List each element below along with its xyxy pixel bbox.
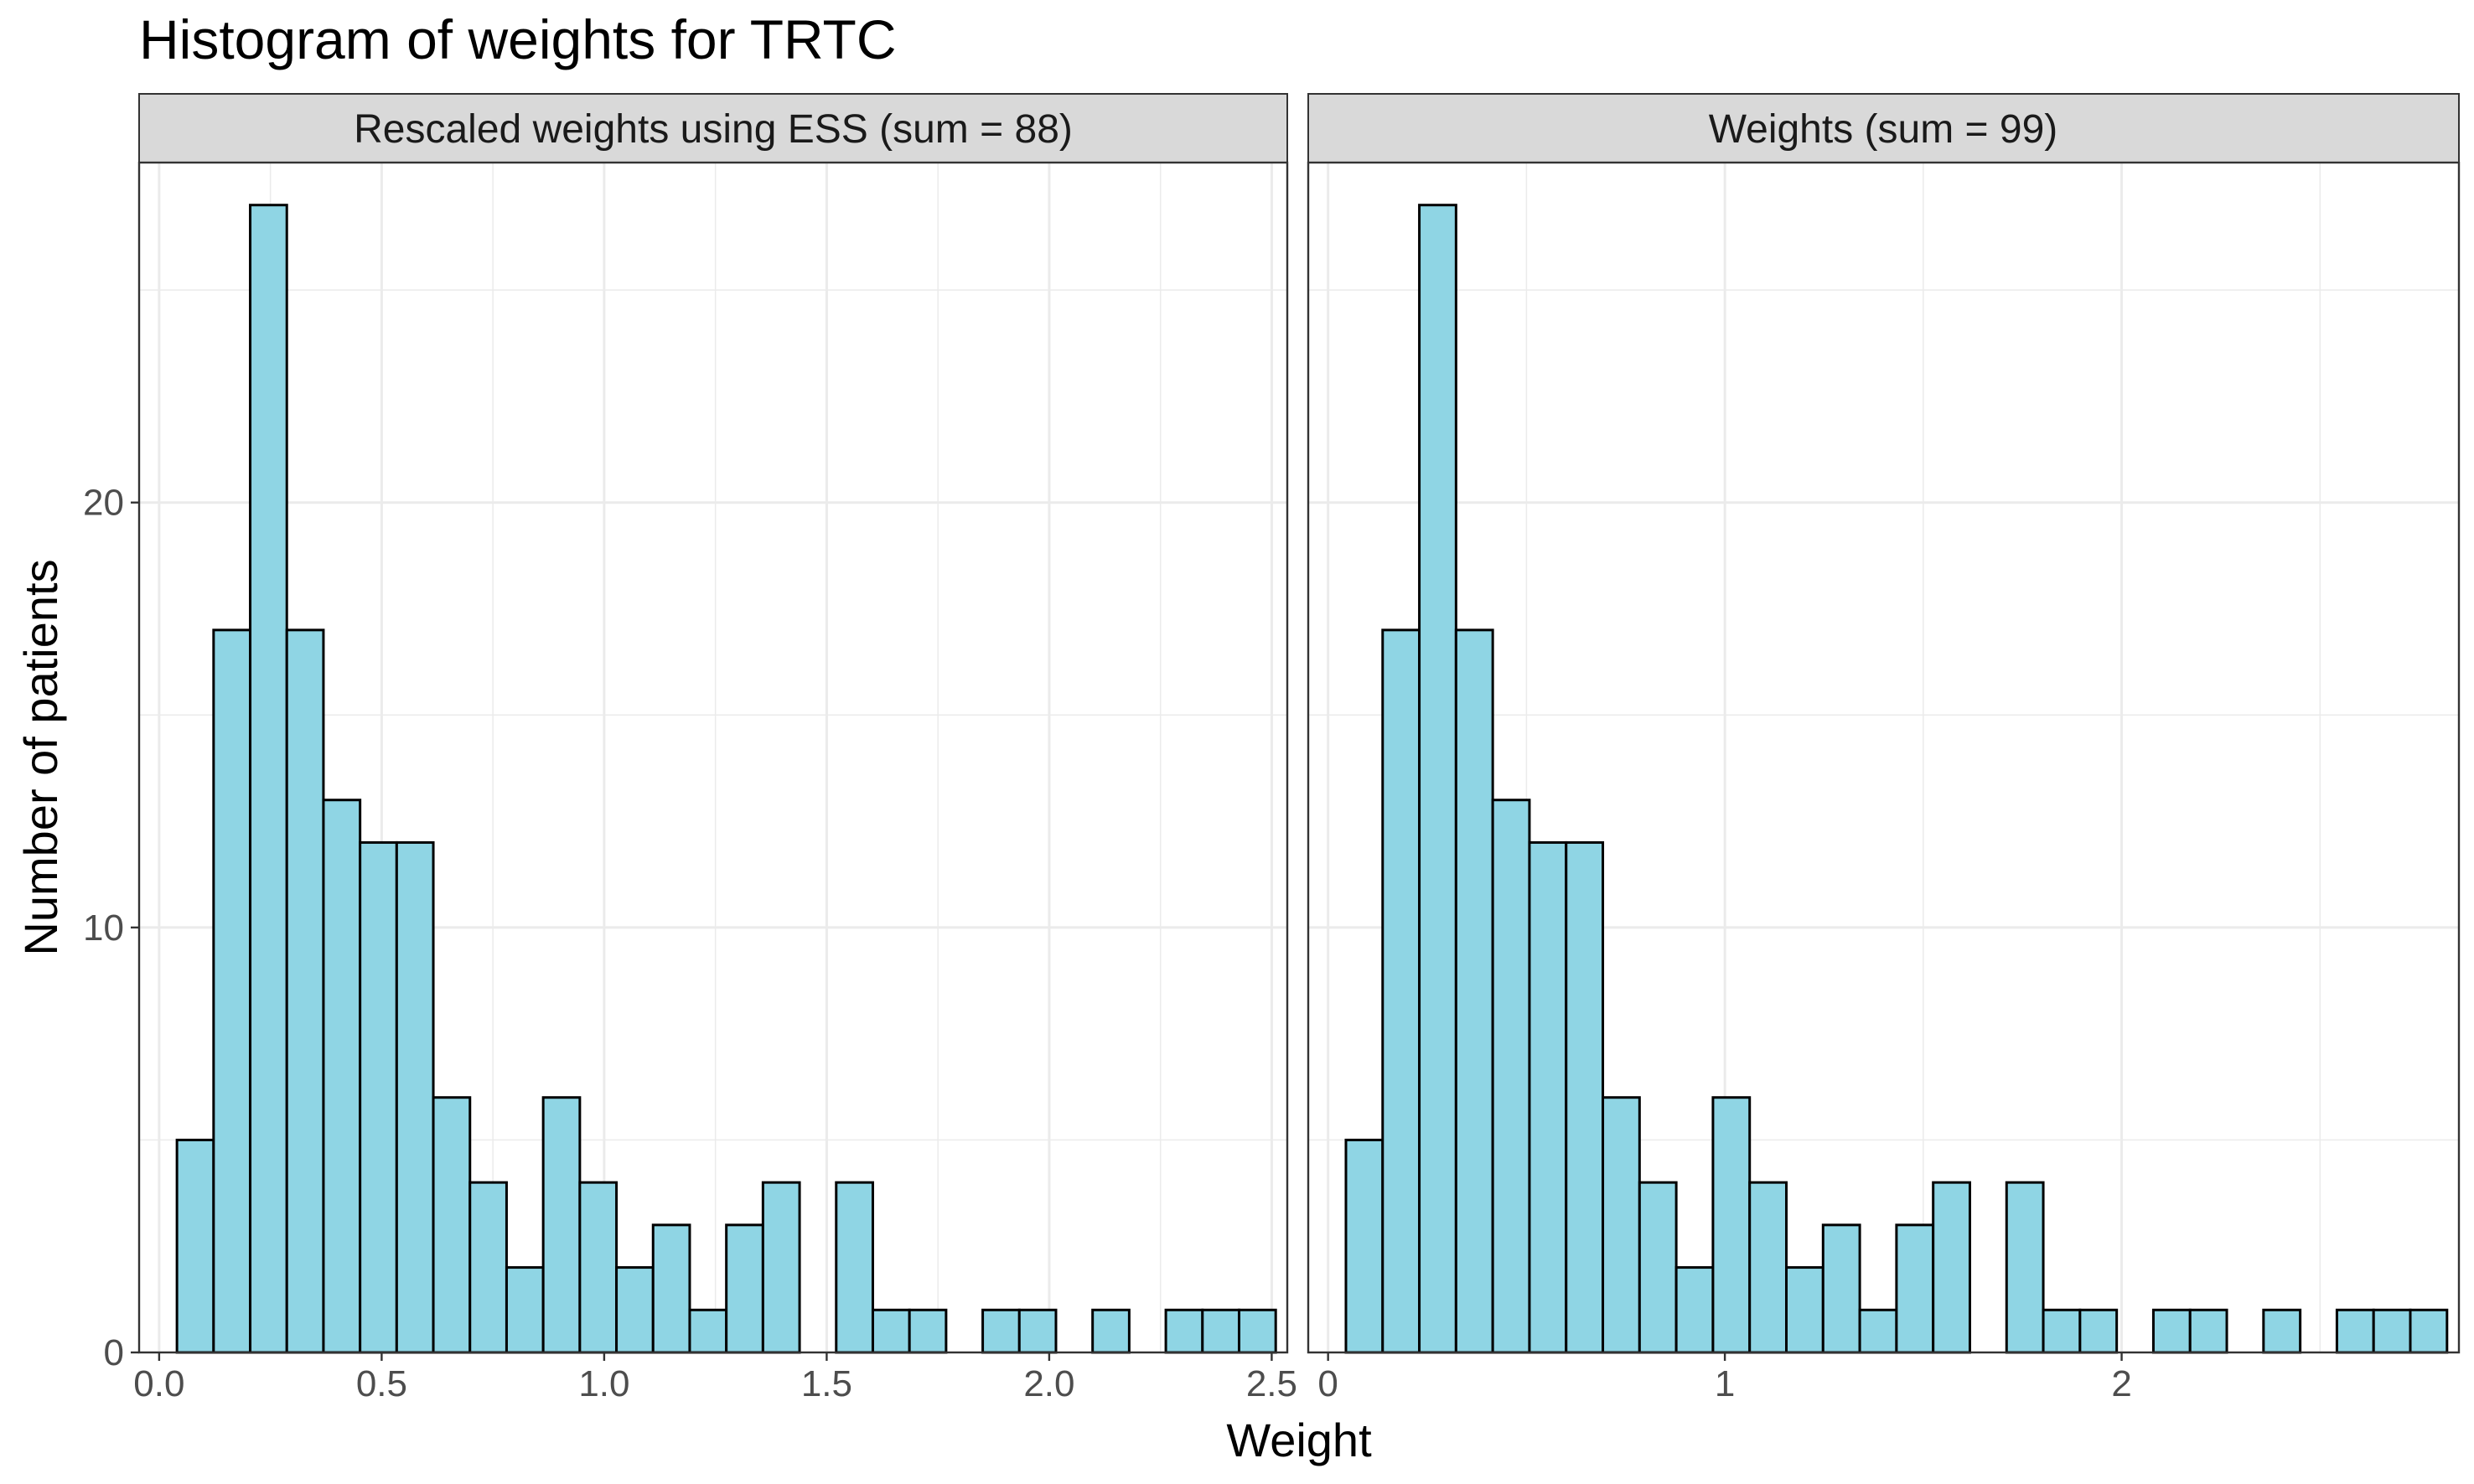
histogram-bar	[981, 1308, 1021, 1354]
x-tick-label: 0	[1317, 1363, 1338, 1404]
histogram-bar	[651, 1223, 691, 1354]
histogram-bar	[505, 1266, 545, 1354]
x-tick-label: 1.5	[801, 1363, 852, 1404]
histogram-bar	[871, 1308, 911, 1354]
histogram-bar	[1091, 1308, 1131, 1354]
histogram-bar	[2409, 1308, 2449, 1354]
panel-strip	[138, 93, 1288, 163]
histogram-bar	[322, 799, 362, 1354]
histogram-bar	[1491, 799, 1531, 1354]
histogram-bar	[359, 840, 398, 1354]
histogram-bar	[2372, 1308, 2412, 1354]
histogram-bar	[2262, 1308, 2302, 1354]
x-tick-label: 2.0	[1023, 1363, 1074, 1404]
histogram-bar	[1638, 1181, 1678, 1354]
histogram-bar	[2005, 1181, 2045, 1354]
histogram-bar	[725, 1223, 764, 1354]
panel-rescaled-weights: Rescaled weights using ESS (sum = 88) 0.…	[83, 93, 1297, 1404]
x-tick-label: 0.0	[133, 1363, 184, 1404]
x-tick-label: 2	[2111, 1363, 2131, 1404]
x-tick-label: 0.5	[356, 1363, 407, 1404]
histogram-bar	[1344, 1138, 1385, 1354]
histogram-bar	[2042, 1308, 2082, 1354]
x-tick-label: 1.0	[578, 1363, 629, 1404]
histogram-bar	[175, 1138, 215, 1354]
histogram-bar	[249, 204, 288, 1354]
histogram-bar	[578, 1181, 618, 1354]
histogram-bar	[2335, 1308, 2375, 1354]
histogram-bar	[1528, 840, 1568, 1354]
histogram-bar	[1895, 1223, 1935, 1354]
histogram-bar	[1237, 1308, 1277, 1354]
panel-strip	[1307, 93, 2460, 163]
histogram-bar	[395, 840, 435, 1354]
histogram-bar	[1858, 1308, 1898, 1354]
histogram-bar	[1381, 628, 1421, 1354]
histogram-bar	[835, 1181, 874, 1354]
histogram-bar	[1711, 1096, 1752, 1354]
histogram-bar	[432, 1096, 472, 1354]
histogram-bar	[2078, 1308, 2119, 1354]
y-axis: 0 10 20	[83, 483, 139, 1373]
histogram-bar	[615, 1266, 655, 1354]
panel-weights: Weights (sum = 99) 0 1 2	[1307, 93, 2461, 1404]
histogram-bar	[1821, 1223, 1861, 1354]
y-tick-label: 0	[104, 1332, 124, 1373]
panel-border	[1307, 161, 2461, 1354]
x-axis-title: Weight	[1226, 1414, 1372, 1466]
y-tick-label: 20	[83, 483, 124, 524]
histogram-bar	[1748, 1181, 1788, 1354]
histogram-bar	[1454, 628, 1494, 1354]
histogram-bar	[908, 1308, 948, 1354]
histogram-bar	[1201, 1308, 1240, 1354]
histogram-bar	[1418, 204, 1457, 1354]
x-axis: 0 1 2	[1317, 1352, 2132, 1404]
histogram-bar	[1674, 1266, 1715, 1354]
histogram-bar	[1932, 1181, 1971, 1354]
histogram-bar	[688, 1308, 728, 1354]
panel-border	[137, 161, 1289, 1354]
histogram-bar	[1785, 1266, 1824, 1354]
histogram-bar	[2188, 1308, 2228, 1354]
histogram-bar	[1602, 1096, 1641, 1354]
panel-strip-label: Weights (sum = 99)	[1709, 107, 2058, 152]
x-tick-label: 1	[1715, 1363, 1735, 1404]
histogram-bar	[212, 628, 252, 1354]
histogram-bars	[1344, 204, 2449, 1354]
histogram-bar	[1164, 1308, 1204, 1354]
histogram-bars	[175, 204, 1277, 1354]
histogram-bar	[761, 1181, 801, 1354]
y-tick-label: 10	[83, 907, 124, 949]
panel-strip-label: Rescaled weights using ESS (sum = 88)	[354, 107, 1073, 152]
x-axis: 0.0 0.5 1.0 1.5 2.0 2.5	[133, 1352, 1297, 1404]
y-axis-title: Number of patients	[14, 559, 67, 955]
histogram-bar	[468, 1181, 508, 1354]
histogram-bar	[285, 628, 325, 1354]
histogram-bar	[2151, 1308, 2192, 1354]
histogram-bar	[1017, 1308, 1058, 1354]
histogram-bar	[1565, 840, 1605, 1354]
histogram-bar	[541, 1096, 582, 1354]
x-tick-label: 2.5	[1246, 1363, 1297, 1404]
chart-title: Histogram of weights for TRTC	[139, 8, 897, 70]
